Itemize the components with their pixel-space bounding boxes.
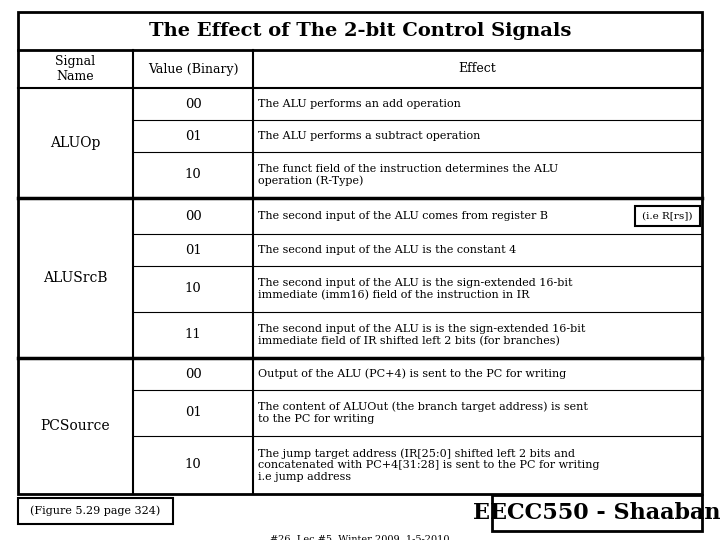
Bar — [492, 495, 702, 531]
Text: PCSource: PCSource — [41, 419, 110, 433]
Text: Signal
Name: Signal Name — [55, 55, 96, 83]
Text: Value (Binary): Value (Binary) — [148, 63, 238, 76]
Text: Output of the ALU (PC+4) is sent to the PC for writing: Output of the ALU (PC+4) is sent to the … — [258, 369, 566, 379]
Text: The second input of the ALU comes from register B: The second input of the ALU comes from r… — [258, 211, 548, 221]
Text: 10: 10 — [184, 458, 202, 471]
Text: EECC550 - Shaaban: EECC550 - Shaaban — [473, 502, 720, 524]
Text: The Effect of The 2-bit Control Signals: The Effect of The 2-bit Control Signals — [149, 22, 571, 40]
Text: 10: 10 — [184, 168, 202, 181]
Text: (Figure 5.29 page 324): (Figure 5.29 page 324) — [30, 506, 161, 516]
Text: ALUSrcB: ALUSrcB — [43, 271, 108, 285]
Text: The funct field of the instruction determines the ALU
operation (R-Type): The funct field of the instruction deter… — [258, 164, 558, 186]
Text: The ALU performs a subtract operation: The ALU performs a subtract operation — [258, 131, 480, 141]
Text: ALUOp: ALUOp — [50, 136, 101, 150]
Text: 00: 00 — [184, 210, 202, 222]
Text: 00: 00 — [184, 98, 202, 111]
Text: The second input of the ALU is the constant 4: The second input of the ALU is the const… — [258, 245, 516, 255]
Text: #26  Lec #5  Winter 2009  1-5-2010: #26 Lec #5 Winter 2009 1-5-2010 — [270, 536, 450, 540]
Text: (i.e R[rs]): (i.e R[rs]) — [642, 212, 693, 220]
Text: Effect: Effect — [459, 63, 496, 76]
Text: The second input of the ALU is is the sign-extended 16-bit
immediate field of IR: The second input of the ALU is is the si… — [258, 324, 585, 346]
Bar — [635, 206, 700, 226]
Text: 01: 01 — [184, 130, 202, 143]
Text: The ALU performs an add operation: The ALU performs an add operation — [258, 99, 461, 109]
Text: 11: 11 — [184, 328, 202, 341]
Text: The content of ALUOut (the branch target address) is sent
to the PC for writing: The content of ALUOut (the branch target… — [258, 402, 588, 424]
Text: The jump target address (IR[25:0] shifted left 2 bits and
concatenated with PC+4: The jump target address (IR[25:0] shifte… — [258, 448, 600, 482]
Text: 01: 01 — [184, 244, 202, 256]
Text: 00: 00 — [184, 368, 202, 381]
Text: The second input of the ALU is the sign-extended 16-bit
immediate (imm16) field : The second input of the ALU is the sign-… — [258, 278, 572, 300]
Text: 01: 01 — [184, 407, 202, 420]
Text: 10: 10 — [184, 282, 202, 295]
Bar — [18, 12, 702, 494]
Bar — [18, 498, 173, 524]
